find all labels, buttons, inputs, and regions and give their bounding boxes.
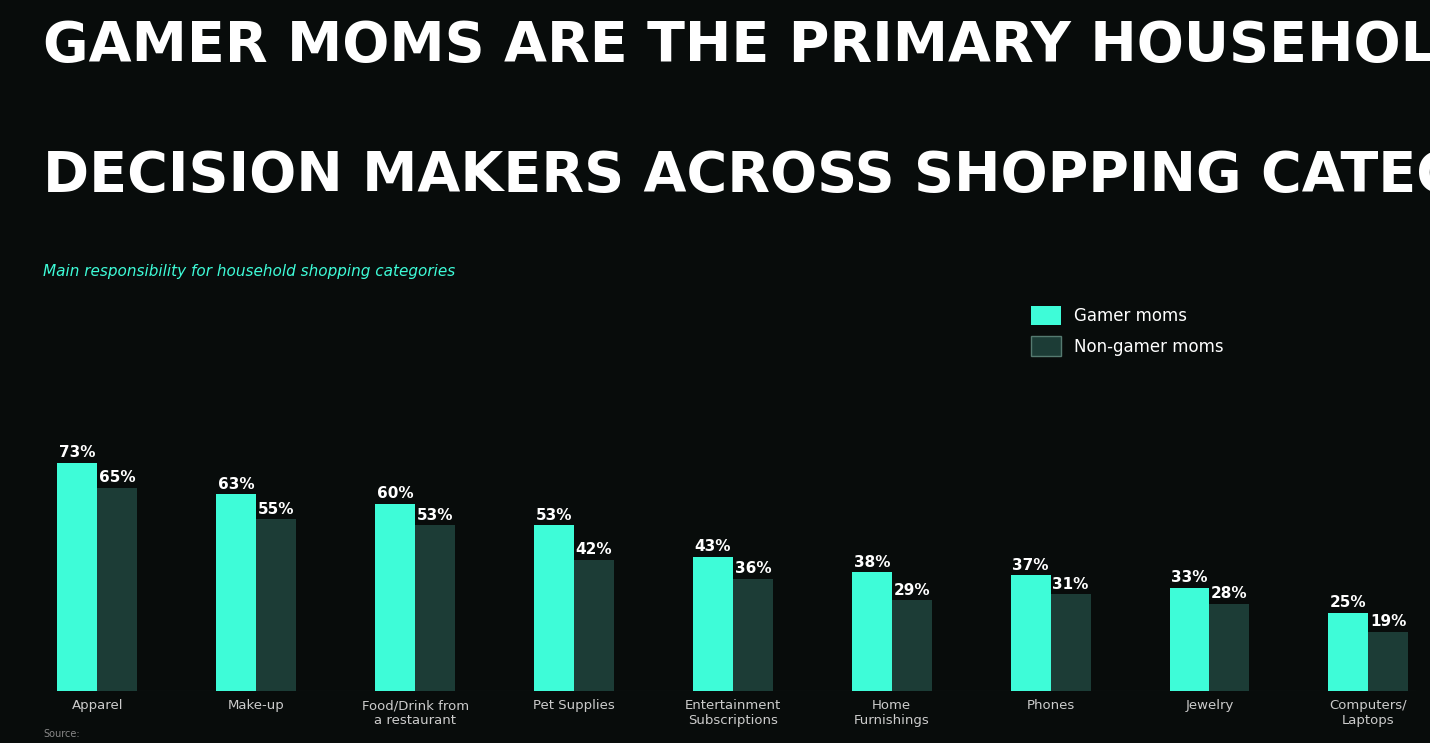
Bar [1328,613,1369,691]
Text: 53%: 53% [536,508,572,523]
Text: DECISION MAKERS ACROSS SHOPPING CATEGORIES: DECISION MAKERS ACROSS SHOPPING CATEGORI… [43,149,1430,203]
Bar [97,488,137,691]
Text: 42%: 42% [576,542,612,557]
Bar [1210,603,1250,691]
Text: GAMER MOMS ARE THE PRIMARY HOUSEHOLD: GAMER MOMS ARE THE PRIMARY HOUSEHOLD [43,19,1430,73]
Bar [415,525,455,691]
Bar [1011,575,1051,691]
Text: 28%: 28% [1211,586,1248,601]
Text: 25%: 25% [1330,595,1367,611]
Bar [1369,632,1409,691]
Text: 53%: 53% [418,508,453,523]
Text: Source:: Source: [43,730,80,739]
Text: 36%: 36% [735,561,771,576]
Bar [375,504,415,691]
Bar [216,494,256,691]
Text: 33%: 33% [1171,571,1208,585]
Bar [694,557,732,691]
Text: 63%: 63% [217,477,255,492]
Text: 55%: 55% [257,502,295,516]
Bar [1170,588,1210,691]
Text: 31%: 31% [1052,577,1088,591]
Bar [1051,594,1091,691]
Text: 43%: 43% [695,539,731,554]
Text: 38%: 38% [854,555,889,570]
Bar [256,519,296,691]
Text: 65%: 65% [99,470,136,485]
Bar [852,572,892,691]
Bar [573,559,613,691]
Text: Main responsibility for household shopping categories: Main responsibility for household shoppi… [43,264,455,279]
Text: 60%: 60% [378,486,413,501]
Bar [734,579,772,691]
Text: 29%: 29% [894,583,930,598]
Bar [892,600,932,691]
Text: 19%: 19% [1370,614,1407,629]
Bar [57,463,97,691]
Text: 73%: 73% [59,446,96,461]
Text: 37%: 37% [1012,558,1048,573]
Bar [533,525,573,691]
Legend: Gamer moms, Non-gamer moms: Gamer moms, Non-gamer moms [1031,305,1224,356]
